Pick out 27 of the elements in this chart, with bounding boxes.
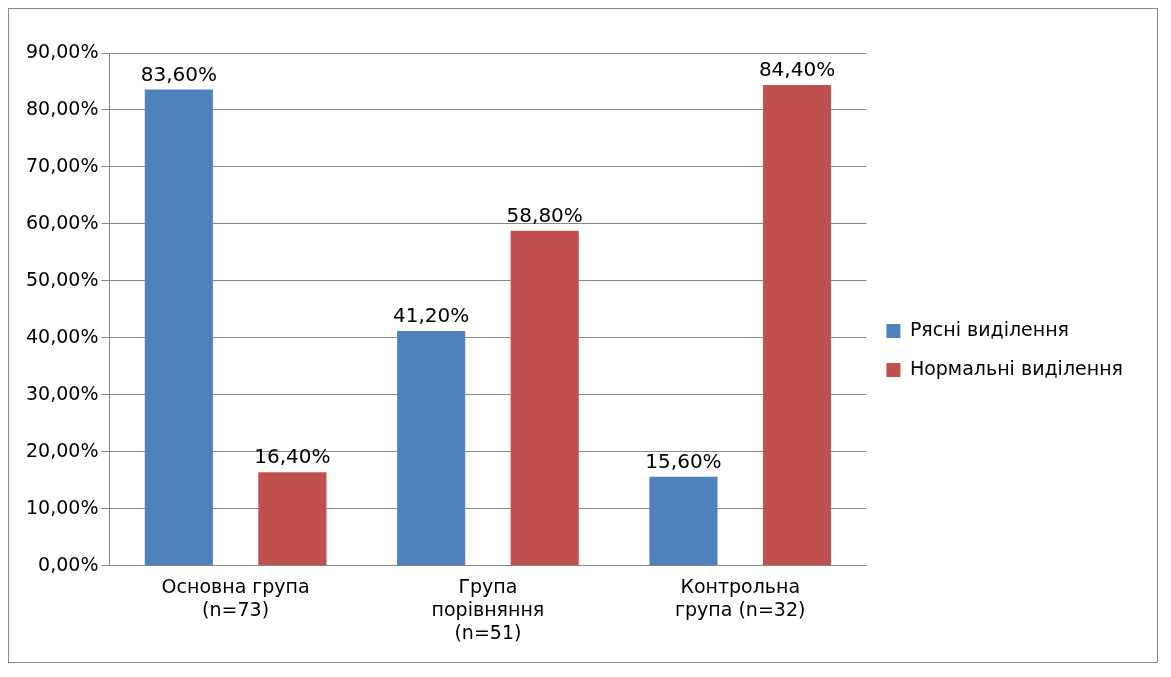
x-tick-label: Група порівняння (n=51) [431, 574, 545, 643]
y-tick-label: 80,00% [25, 96, 99, 119]
x-tick-label: Контрольна група (n=32) [675, 574, 806, 620]
y-tick-label: 40,00% [25, 324, 99, 347]
data-label: 84,40% [758, 57, 836, 82]
y-tick-label: 60,00% [25, 210, 99, 233]
data-label: 16,40% [254, 444, 331, 469]
bar [649, 476, 718, 566]
data-label: 15,60% [645, 448, 722, 473]
data-label: 58,80% [506, 202, 583, 227]
bar [762, 84, 832, 566]
x-tick-label: Основна група (n=73) [161, 574, 310, 620]
bar [397, 330, 466, 566]
y-tick-label: 20,00% [25, 438, 99, 461]
data-label: 41,20% [393, 303, 470, 328]
y-tick-label: 30,00% [25, 381, 99, 404]
y-tick-label: 0,00% [38, 552, 99, 575]
y-tick-label: 10,00% [25, 495, 99, 518]
y-tick-label: 50,00% [25, 267, 99, 290]
legend-label: Нормальні виділення [909, 356, 1124, 379]
bar [258, 472, 327, 566]
data-label: 83,60% [140, 61, 217, 86]
bar [144, 89, 213, 566]
legend-label: Рясні виділення [909, 317, 1070, 340]
bar [510, 230, 579, 566]
y-tick-label: 90,00% [25, 39, 99, 62]
y-tick-label: 70,00% [25, 153, 99, 176]
